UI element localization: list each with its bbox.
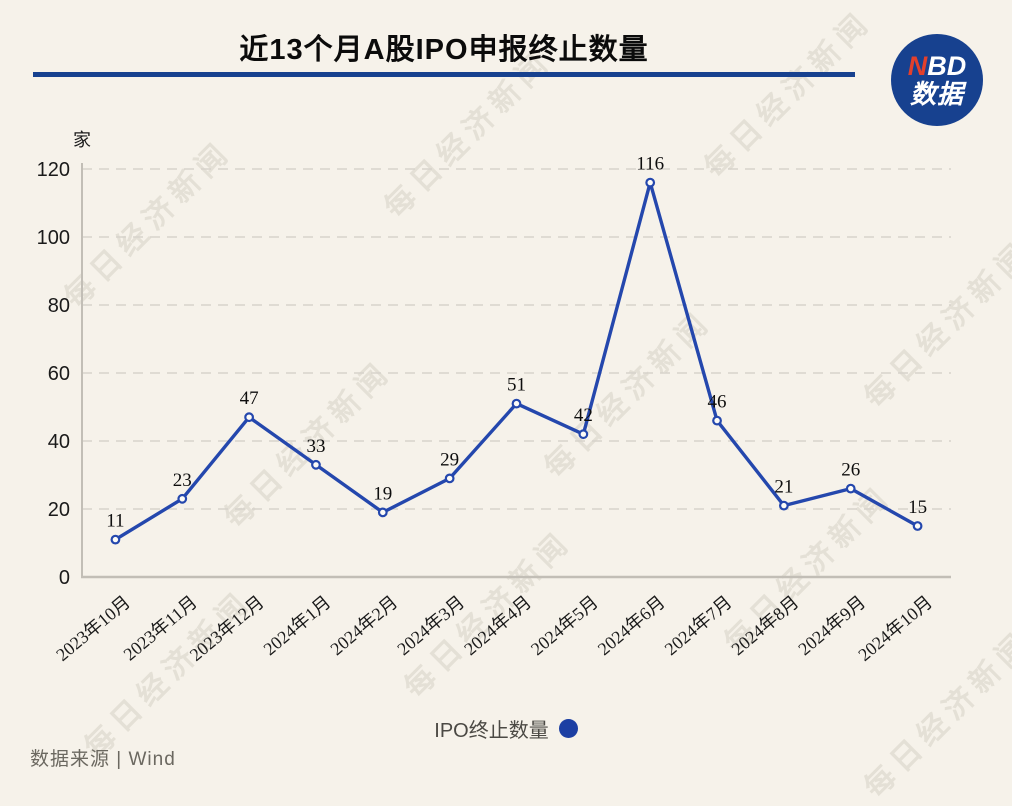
logo-letters-bd: BD [927,50,967,81]
x-tick-label: 2024年4月 [460,592,535,659]
legend-label: IPO终止数量 [434,720,549,742]
x-tick-label: 2024年2月 [326,592,401,659]
data-source: 数据来源 | Wind [30,749,176,770]
data-point-marker [778,500,789,511]
line-chart: 020406080100120家2023年10月2023年11月2023年12月… [37,130,951,665]
data-point-marker [244,412,255,423]
data-point-label: 15 [908,497,927,518]
line-series [113,180,920,542]
x-tick-label: 2024年7月 [661,592,736,659]
x-tick-label: 2024年3月 [393,592,468,659]
legend-dot-icon [558,719,578,738]
y-tick-label: 100 [37,227,70,249]
data-point-marker [444,473,455,484]
nbd-logo-subtext: 数据 [909,78,964,109]
data-point-label: 116 [636,154,664,175]
y-tick-label: 120 [37,159,70,181]
data-point-label: 47 [240,388,259,409]
data-point-marker [578,429,589,440]
data-point-label: 11 [106,511,124,532]
x-tick-label: 2024年1月 [260,592,335,659]
y-tick-label: 80 [48,295,70,317]
x-tick-label: 2024年8月 [728,592,803,659]
nbd-logo: NBD 数据 [891,34,983,126]
data-point-marker [645,177,656,188]
data-point-marker [110,534,121,545]
x-tick-label: 2024年10月 [854,592,936,665]
data-point-label: 29 [440,449,459,470]
data-point-marker [311,459,321,470]
data-point-marker [912,521,923,531]
y-tick-label: 40 [48,431,70,453]
y-tick-label: 0 [59,567,70,589]
data-point-label: 23 [173,470,192,491]
data-point-marker [712,415,722,426]
data-point-label: 19 [373,483,392,504]
y-tick-label: 60 [48,363,70,385]
data-point-label: 33 [306,436,325,457]
x-tick-label: 2024年5月 [527,592,602,659]
data-point-marker [377,507,388,518]
logo-letter-n: N [907,50,928,81]
nbd-logo-text: NBD [907,50,967,81]
data-point-label: 21 [774,477,793,498]
data-point-label: 46 [708,392,727,413]
data-point-marker [177,493,188,504]
x-tick-label: 2023年12月 [186,592,268,665]
x-tick-label: 2024年6月 [594,592,669,659]
chart-title: 近13个月A股IPO申报终止数量 [239,34,649,66]
x-tick-label: 2023年10月 [52,592,134,665]
data-point-marker [511,398,522,409]
title-underline [33,72,855,77]
y-tick-label: 20 [48,499,70,521]
data-point-label: 26 [841,460,860,481]
chart-legend: IPO终止数量 [0,714,1012,743]
data-point-marker [845,483,856,494]
data-point-label: 42 [574,405,593,426]
data-point-label: 51 [507,375,526,396]
y-axis-unit-label: 家 [73,130,91,150]
